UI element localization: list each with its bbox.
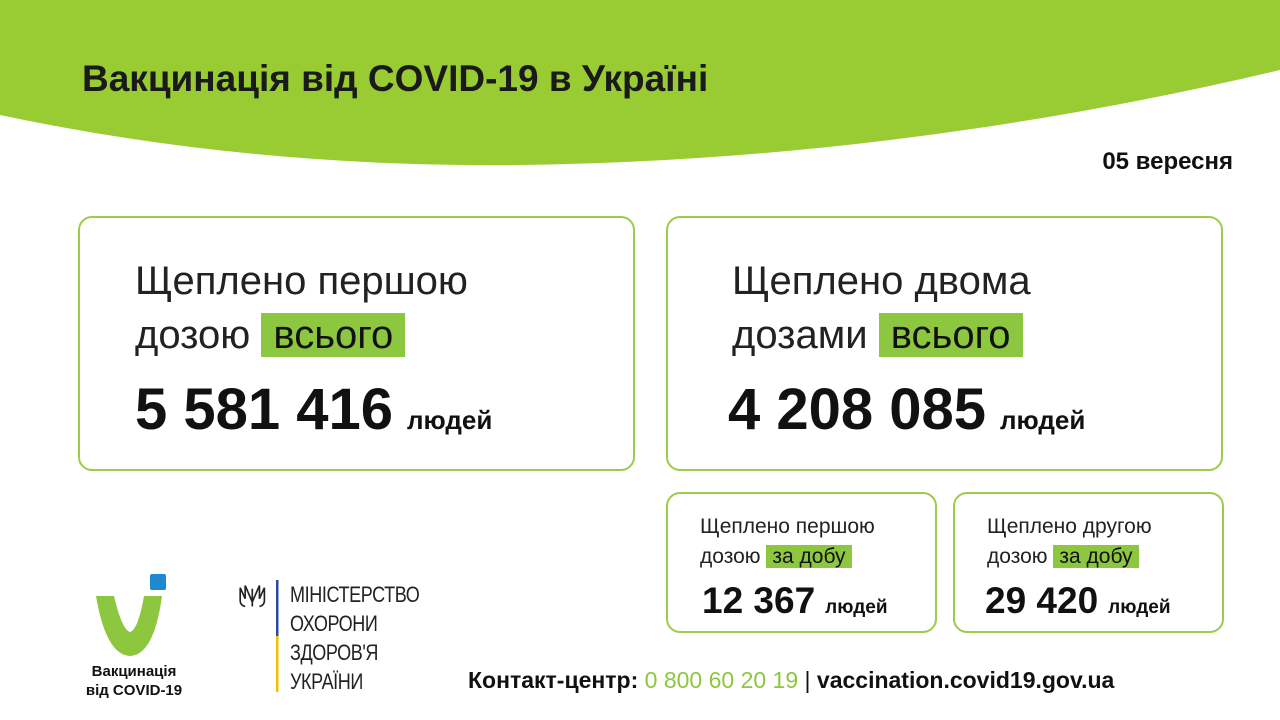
label: Щеплено другою: [987, 515, 1152, 538]
value: 5 581 416: [135, 377, 394, 442]
value: 4 208 085: [728, 377, 987, 442]
phone-number[interactable]: 0 800 60 20 19: [644, 667, 799, 693]
label: дозою: [987, 545, 1048, 568]
vaccination-logo-text: Вакцинація від COVID-19: [82, 662, 186, 700]
header-banner: [0, 0, 1280, 166]
unit: людей: [1108, 597, 1171, 618]
ministry-name: МІНІСТЕРСТВО ОХОРОНИ ЗДОРОВ'Я УКРАЇНИ: [290, 580, 420, 696]
trident-icon: [239, 580, 279, 692]
label: дозами: [732, 313, 868, 357]
label: дозою: [700, 545, 761, 568]
footer-contact: Контакт-центр: 0 800 60 20 19 | vaccinat…: [468, 667, 1114, 694]
daily-first-dose-card: Щеплено першою дозою за добу 12 367 людей: [666, 492, 937, 633]
contact-label: Контакт-центр:: [468, 667, 639, 693]
unit: людей: [407, 405, 493, 435]
label: дозою: [135, 313, 251, 357]
date: 05 вересня: [1102, 148, 1233, 175]
ministry-line: ОХОРОНИ: [290, 611, 378, 636]
highlight-badge: всього: [878, 313, 1023, 357]
highlight-badge: всього: [261, 313, 406, 357]
logo-line: від COVID-19: [85, 682, 183, 699]
ministry-line: УКРАЇНИ: [290, 669, 363, 694]
label: Щеплено першою: [135, 259, 468, 303]
page-title: Вакцинація від COVID-19 в Україні: [82, 58, 709, 99]
total-first-dose-card: Щеплено першою дозою всього 5 581 416 люде…: [78, 216, 635, 471]
total-second-dose-card: Щеплено двома дозами всього 4 208 085 люде…: [666, 216, 1223, 471]
highlight-badge: за добу: [1053, 545, 1139, 568]
label: Щеплено двома: [732, 259, 1031, 303]
ministry-line: МІНІСТЕРСТВО: [290, 582, 420, 607]
label: Щеплено першою: [700, 515, 875, 538]
daily-second-dose-card: Щеплено другою дозою за добу 29 420 людей: [953, 492, 1224, 633]
ministry-line: ЗДОРОВ'Я: [290, 640, 379, 665]
value: 29 420: [985, 580, 1099, 621]
website-link[interactable]: vaccination.covid19.gov.ua: [816, 667, 1115, 693]
unit: людей: [825, 597, 888, 618]
vaccination-logo-icon: [96, 574, 166, 656]
separator: |: [804, 667, 811, 693]
highlight-badge: за добу: [766, 545, 852, 568]
value: 12 367: [702, 580, 816, 621]
logo-line: Вакцинація: [91, 663, 177, 680]
unit: людей: [1000, 405, 1086, 435]
